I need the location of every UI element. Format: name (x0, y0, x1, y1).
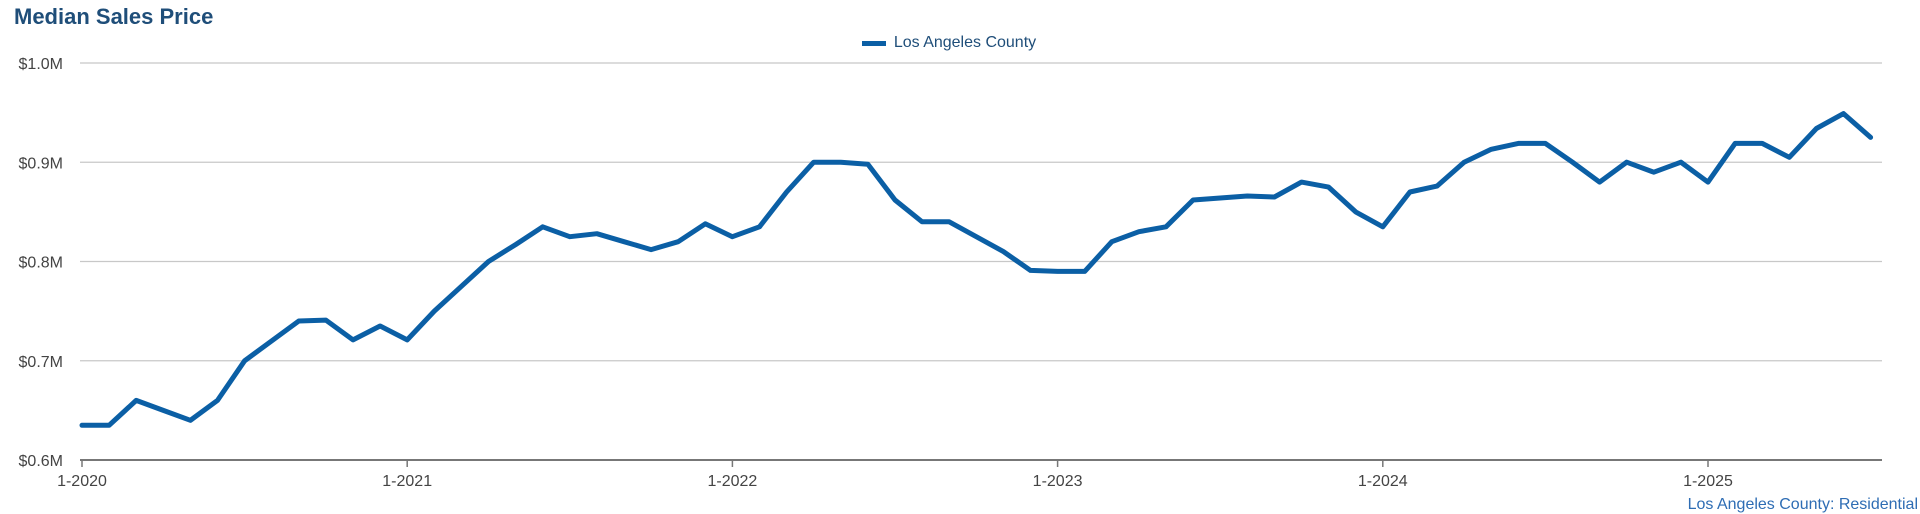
series-line (79, 111, 1874, 428)
legend-label: Los Angeles County (893, 34, 1037, 51)
y-tick-label: $0.7M (19, 354, 63, 371)
chart-title: Median Sales Price (14, 4, 214, 29)
legend-swatch (861, 40, 886, 46)
legend: Los Angeles County (0, 34, 1920, 52)
x-tick-label: 1-2025 (1683, 473, 1733, 490)
y-tick-label: $0.8M (19, 255, 63, 272)
source-note: Los Angeles County: Residential (1687, 496, 1918, 513)
x-tick-label: 1-2022 (707, 473, 757, 490)
y-tick-label: $0.9M (19, 155, 63, 172)
y-tick-label: $1.0M (19, 56, 63, 73)
x-tick-label: 1-2020 (57, 473, 107, 490)
x-tick-label: 1-2023 (1033, 473, 1083, 490)
x-tick-label: 1-2024 (1358, 473, 1408, 490)
x-tick-label: 1-2021 (382, 473, 432, 490)
y-tick-label: $0.6M (19, 453, 63, 470)
